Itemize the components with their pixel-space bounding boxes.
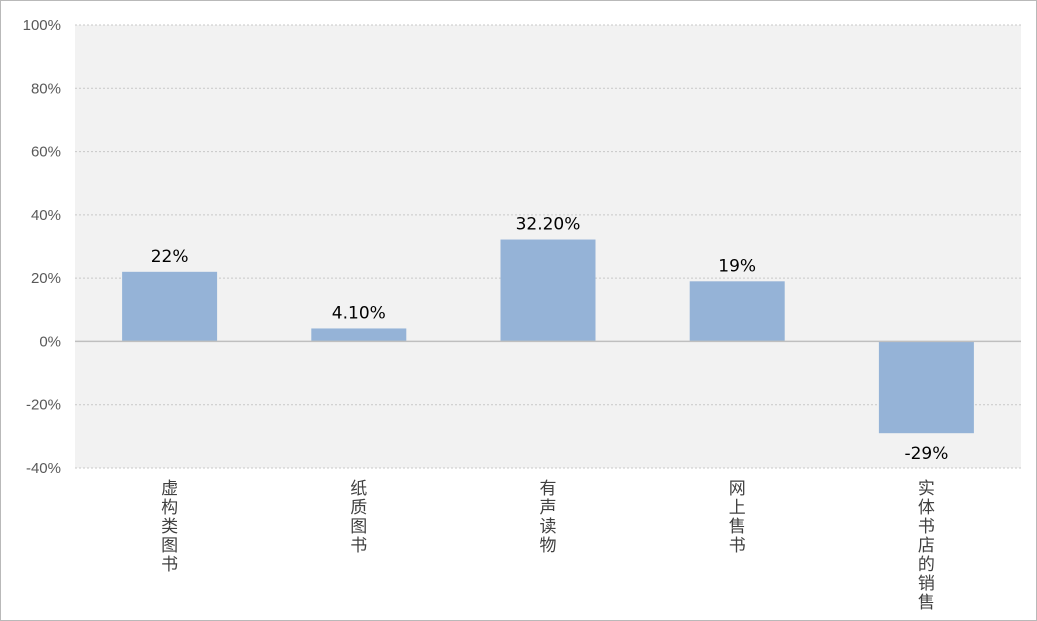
category-label: 网上售书: [729, 479, 746, 556]
data-label: 32.20%: [516, 215, 581, 235]
y-tick-label: 80%: [31, 80, 61, 97]
bars: [122, 239, 974, 434]
gridlines: [75, 24, 1021, 469]
y-tick-label: 40%: [31, 207, 61, 224]
y-tick-label: -20%: [26, 397, 61, 414]
category-label: 实体书店的销售: [918, 479, 935, 613]
y-tick-label: 60%: [31, 144, 61, 161]
y-tick-label: 0%: [39, 333, 61, 350]
data-label: 19%: [718, 256, 756, 276]
y-axis-tick-labels: 100% 80% 60% 40% 20% 0% -20% -40%: [23, 17, 61, 477]
data-label: -29%: [904, 444, 948, 464]
data-label: 4.10%: [332, 303, 386, 323]
category-labels: 虚构类图书 纸质图书 有声读物 网上售书 实体书店的销售: [161, 479, 935, 613]
category-label: 有声读物: [540, 479, 557, 556]
bar: [500, 239, 596, 342]
category-label: 纸质图书: [350, 479, 367, 556]
category-label: 虚构类图书: [161, 479, 178, 575]
bar: [689, 281, 785, 342]
y-tick-label: -40%: [26, 460, 61, 477]
y-tick-label: 20%: [31, 270, 61, 287]
data-labels: 22% 4.10% 32.20% 19% -29%: [151, 215, 949, 465]
bar: [878, 341, 974, 434]
data-label: 22%: [151, 247, 189, 267]
bar: [311, 328, 407, 342]
bar: [122, 271, 218, 342]
y-tick-label: 100%: [23, 17, 61, 34]
